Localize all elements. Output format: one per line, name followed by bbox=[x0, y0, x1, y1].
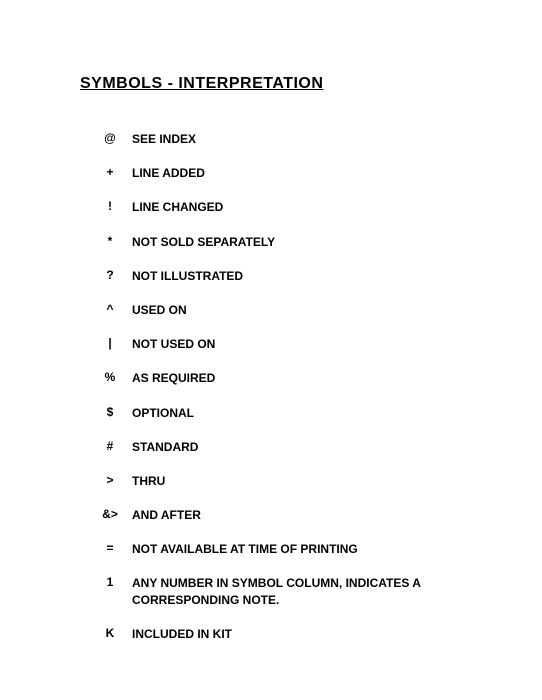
legend-symbol: + bbox=[88, 165, 132, 179]
legend-desc: NOT USED ON bbox=[132, 336, 215, 352]
legend-symbol: 1 bbox=[88, 575, 132, 589]
legend-symbol: * bbox=[88, 234, 132, 248]
legend-row: + LINE ADDED bbox=[88, 165, 492, 181]
legend-symbol: ? bbox=[88, 268, 132, 282]
legend-row: % AS REQUIRED bbox=[88, 370, 492, 386]
legend-desc: NOT SOLD SEPARATELY bbox=[132, 234, 275, 250]
legend-desc: AND AFTER bbox=[132, 507, 201, 523]
legend-symbol: @ bbox=[88, 131, 132, 145]
legend-row: ! LINE CHANGED bbox=[88, 199, 492, 215]
legend-symbol: &> bbox=[88, 507, 132, 521]
legend-symbol: % bbox=[88, 370, 132, 384]
legend-row: > THRU bbox=[88, 473, 492, 489]
legend-row: 1 ANY NUMBER IN SYMBOL COLUMN, INDICATES… bbox=[88, 575, 492, 607]
legend-row: ? NOT ILLUSTRATED bbox=[88, 268, 492, 284]
legend-desc: ANY NUMBER IN SYMBOL COLUMN, INDICATES A… bbox=[132, 575, 432, 607]
legend-symbol: > bbox=[88, 473, 132, 487]
legend-symbol: $ bbox=[88, 405, 132, 419]
legend-desc: OPTIONAL bbox=[132, 405, 194, 421]
legend-desc: SEE INDEX bbox=[132, 131, 196, 147]
legend-desc: STANDARD bbox=[132, 439, 198, 455]
legend-symbol: K bbox=[88, 626, 132, 640]
legend-row: &> AND AFTER bbox=[88, 507, 492, 523]
legend-row: | NOT USED ON bbox=[88, 336, 492, 352]
legend-row: @ SEE INDEX bbox=[88, 131, 492, 147]
legend-desc: USED ON bbox=[132, 302, 187, 318]
legend-symbol: | bbox=[88, 336, 132, 350]
legend-row: ^ USED ON bbox=[88, 302, 492, 318]
legend-desc: NOT ILLUSTRATED bbox=[132, 268, 243, 284]
legend-symbol: = bbox=[88, 541, 132, 555]
symbol-legend-list: @ SEE INDEX + LINE ADDED ! LINE CHANGED … bbox=[80, 131, 492, 642]
legend-row: $ OPTIONAL bbox=[88, 405, 492, 421]
legend-desc: INCLUDED IN KIT bbox=[132, 626, 232, 642]
legend-desc: NOT AVAILABLE AT TIME OF PRINTING bbox=[132, 541, 358, 557]
legend-symbol: # bbox=[88, 439, 132, 453]
legend-row: K INCLUDED IN KIT bbox=[88, 626, 492, 642]
legend-desc: LINE ADDED bbox=[132, 165, 205, 181]
legend-row: = NOT AVAILABLE AT TIME OF PRINTING bbox=[88, 541, 492, 557]
legend-symbol: ! bbox=[88, 199, 132, 213]
page-title: SYMBOLS - INTERPRETATION bbox=[80, 75, 492, 93]
legend-desc: LINE CHANGED bbox=[132, 199, 223, 215]
legend-row: * NOT SOLD SEPARATELY bbox=[88, 234, 492, 250]
legend-symbol: ^ bbox=[88, 302, 132, 316]
legend-desc: THRU bbox=[132, 473, 165, 489]
legend-desc: AS REQUIRED bbox=[132, 370, 215, 386]
legend-row: # STANDARD bbox=[88, 439, 492, 455]
